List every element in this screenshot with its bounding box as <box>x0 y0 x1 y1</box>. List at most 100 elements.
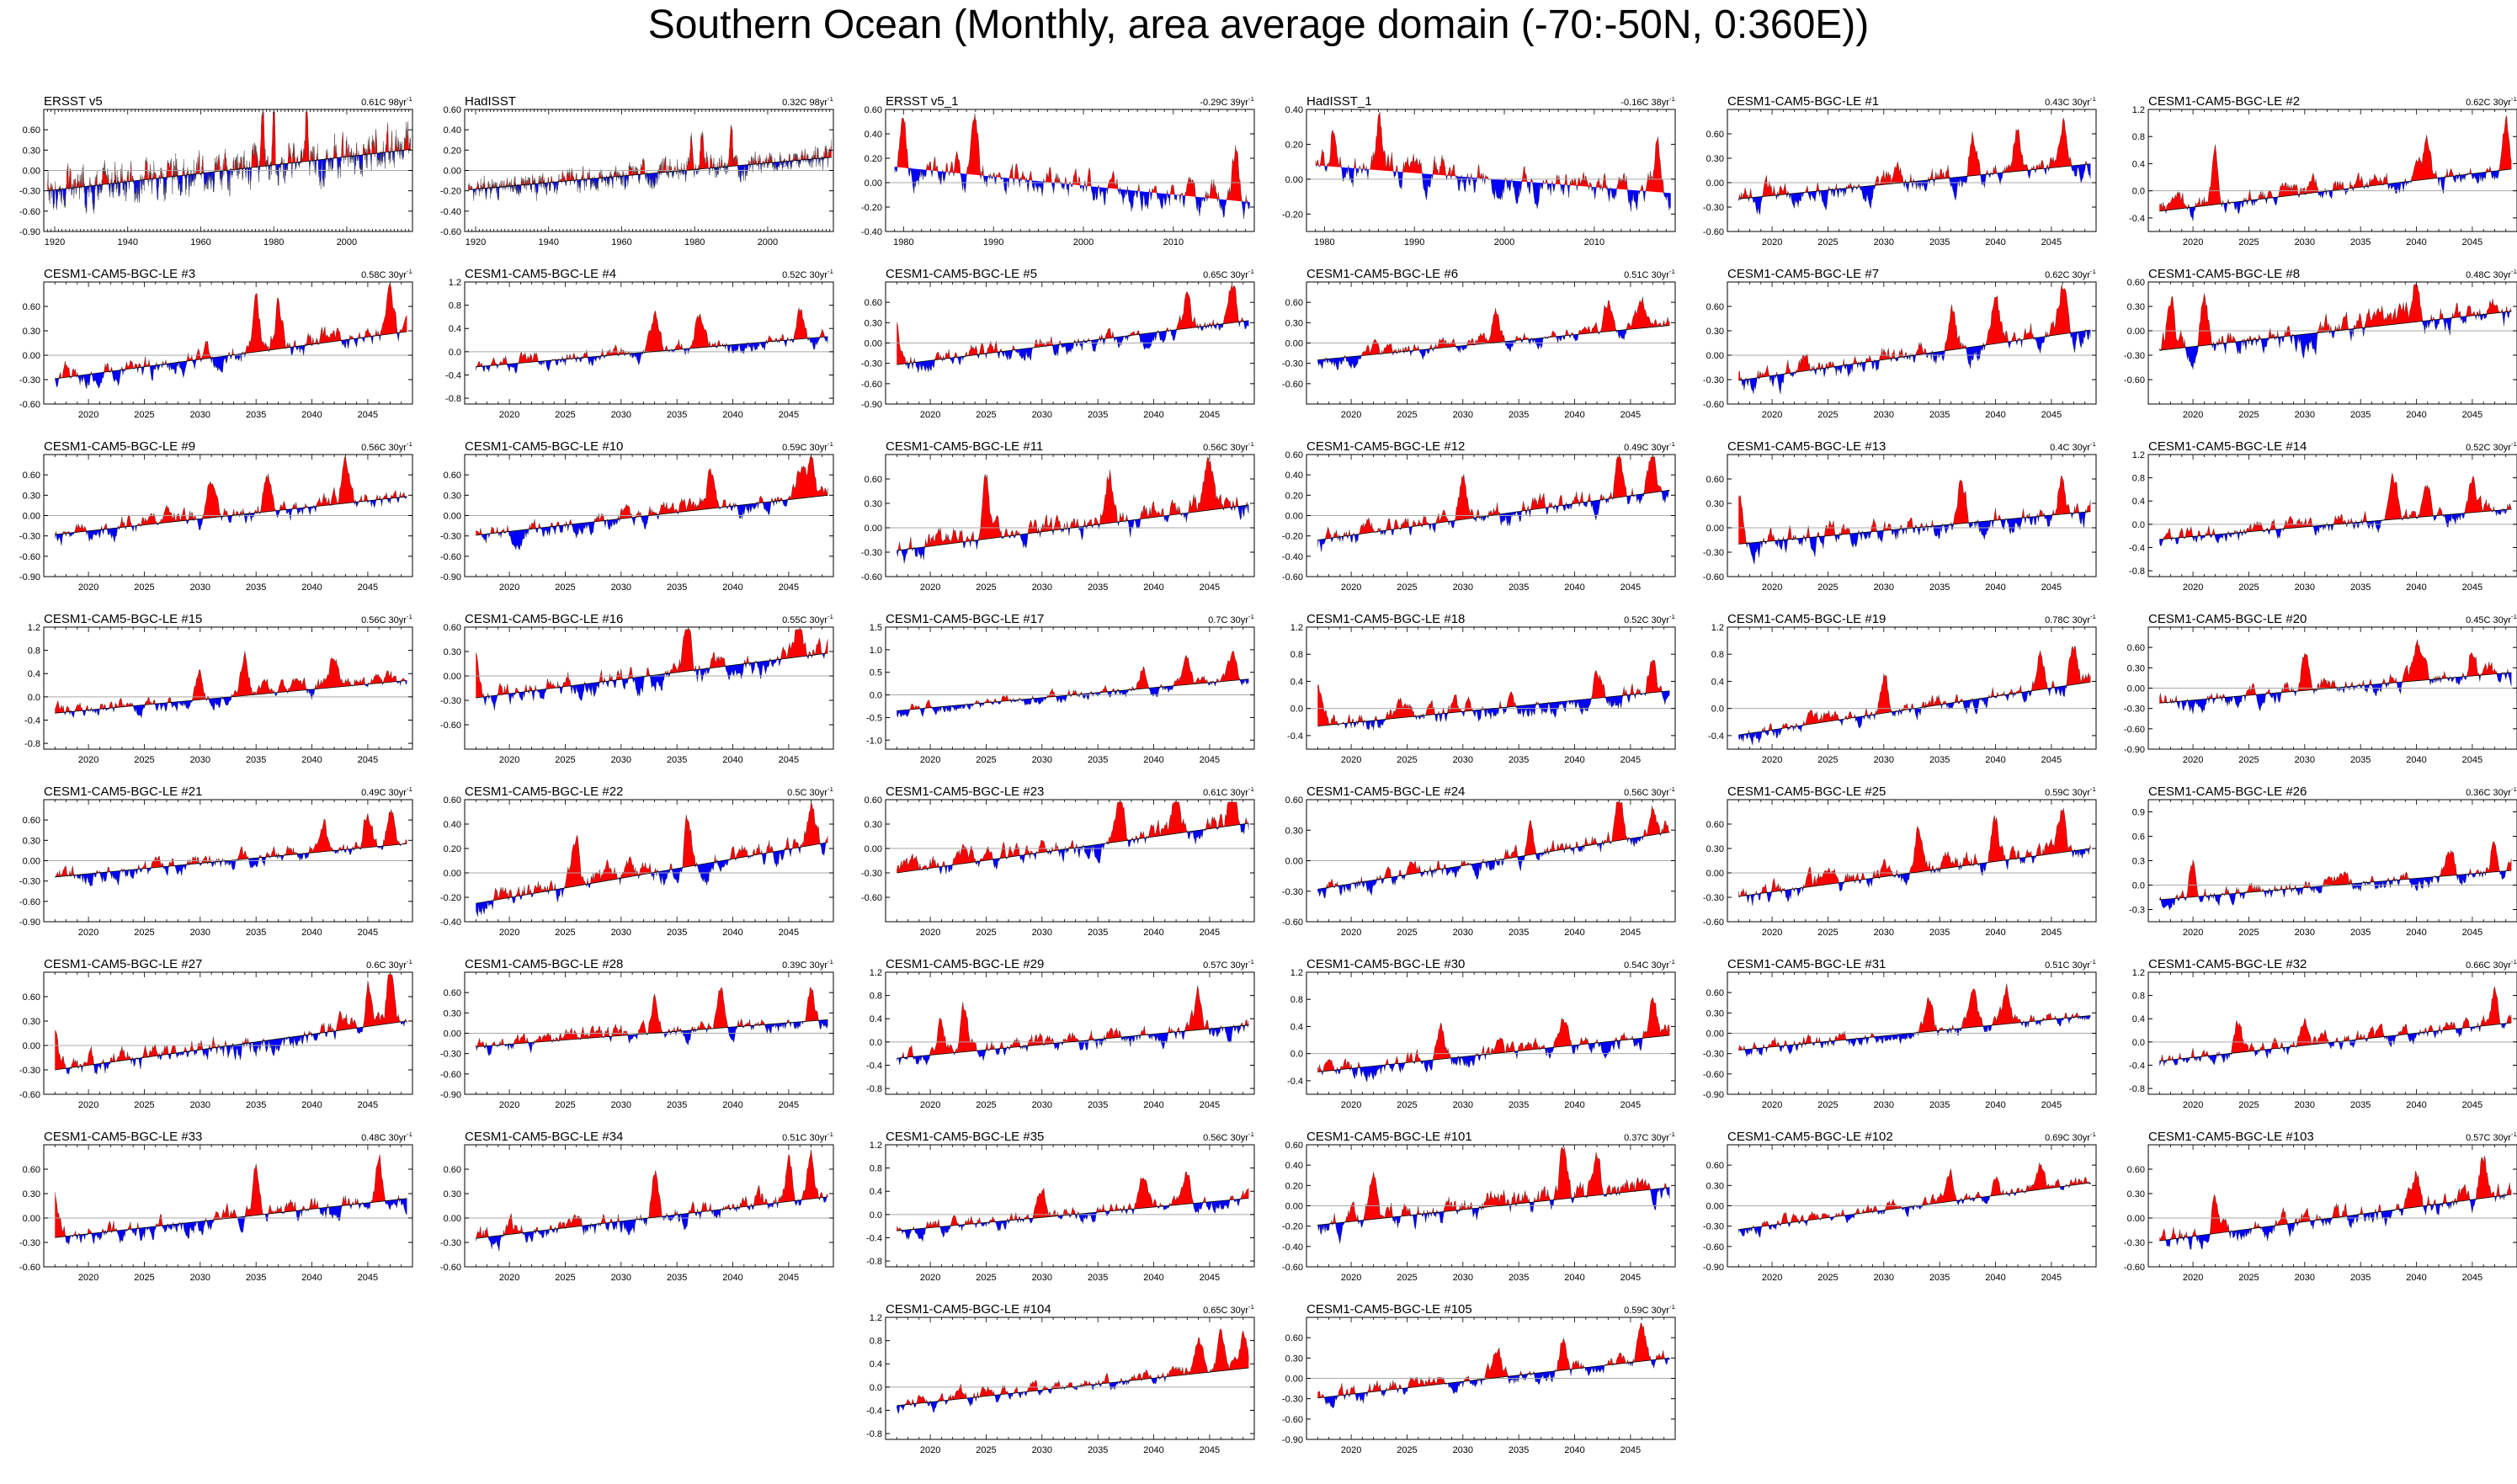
x-tick-label: 2040 <box>1985 237 2005 247</box>
panel-svg: CESM1-CAM5-BGC-LE #33 0.48C 30yr-1 -0.60 -0… <box>19 1132 413 1283</box>
series-line <box>476 801 828 918</box>
x-tick-label: 2045 <box>2462 1273 2482 1283</box>
x-tick-label: 2020 <box>1341 928 1361 938</box>
y-tick-label: 0.8 <box>1290 995 1303 1005</box>
y-tick-label: 0.8 <box>870 1337 882 1347</box>
plot-frame <box>885 971 1255 1095</box>
x-tick-label: 2035 <box>1088 755 1108 765</box>
x-tick-label: 1920 <box>45 237 65 247</box>
trend-line <box>897 822 1249 874</box>
x-tick-label: 2030 <box>611 928 631 938</box>
x-tick-label: 2020 <box>1762 1100 1782 1110</box>
series-line <box>897 456 1249 564</box>
trend-label: 0.45C 30yr-1 <box>2466 614 2517 625</box>
positive-anomaly-area <box>1317 456 1670 540</box>
positive-anomaly-area <box>55 809 407 877</box>
trend-line <box>897 1367 1249 1407</box>
panel-title: CESM1-CAM5-BGC-LE #4 <box>465 269 616 281</box>
y-tick-label: 0.00 <box>23 167 40 177</box>
x-tick-label: 2020 <box>920 928 940 938</box>
positive-anomaly-area <box>2159 284 2512 351</box>
x-tick-label: 2045 <box>2041 582 2062 593</box>
plot-frame <box>2147 1144 2517 1268</box>
trend-line <box>55 1198 407 1238</box>
panel-svg: CESM1-CAM5-BGC-LE #22 0.5C 30yr-1 -0.40 -0.… <box>440 787 834 938</box>
series-group <box>476 987 828 1056</box>
x-tick-label: 2030 <box>1032 410 1052 420</box>
panel-title: CESM1-CAM5-BGC-LE #20 <box>2148 614 2307 626</box>
y-tick-label: -1.0 <box>866 736 882 746</box>
trend-label: 0.32C 98yr-1 <box>782 97 833 108</box>
x-tick-label: 2035 <box>1088 1100 1108 1110</box>
y-tick-label: 0.8 <box>2132 992 2145 1002</box>
x-tick-label: 2030 <box>1453 582 1473 593</box>
y-tick-label: 0.30 <box>444 491 461 501</box>
y-tick-label: -0.8 <box>2129 566 2145 577</box>
series-group <box>55 1154 407 1245</box>
panel-title: CESM1-CAM5-BGC-LE #16 <box>465 614 623 626</box>
panel-title: CESM1-CAM5-BGC-LE #6 <box>1306 269 1458 281</box>
x-tick-label: 2035 <box>1929 410 1950 420</box>
y-tick-label: -0.60 <box>19 1090 40 1100</box>
trend-label: 0.48C 30yr-1 <box>361 1132 412 1143</box>
x-tick-label: 2020 <box>78 582 98 593</box>
y-tick-label: -0.30 <box>19 532 40 542</box>
positive-anomaly-area <box>476 456 828 535</box>
y-tick-label: 0.60 <box>23 992 40 1003</box>
series-line <box>897 284 1249 373</box>
series-line <box>2159 841 2512 912</box>
negative-anomaly-area <box>47 149 411 214</box>
trend-line <box>2159 672 2512 704</box>
x-tick-label: 2020 <box>499 755 519 765</box>
series-group <box>476 456 828 551</box>
chart-panel: CESM1-CAM5-BGC-LE #101 0.37C 30yr-1 -0.60 -… <box>1263 1132 1684 1305</box>
series-group <box>55 284 407 390</box>
panel-svg: ERSST v5_1 -0.29C 39yr-1 -0.40 -0.20 0.00 0.2… <box>861 97 1255 247</box>
y-tick-label: 0.00 <box>1706 1202 1724 1212</box>
positive-anomaly-area <box>897 986 1249 1059</box>
panel-title: HadISST <box>465 97 516 109</box>
panel-title: CESM1-CAM5-BGC-LE #33 <box>44 1132 202 1144</box>
plot-frame <box>885 626 1255 750</box>
y-tick-label: 0.5 <box>870 668 882 678</box>
x-tick-label: 2020 <box>499 1273 519 1283</box>
x-tick-label: 2045 <box>1620 928 1641 938</box>
panel-svg: CESM1-CAM5-BGC-LE #29 0.57C 30yr-1 -0.8 -0.… <box>866 960 1255 1110</box>
x-tick-label: 2035 <box>1509 582 1529 593</box>
x-tick-label: 2030 <box>1453 1273 1473 1283</box>
y-tick-label: -0.90 <box>1703 1090 1724 1100</box>
trend-label: 0.56C 30yr-1 <box>361 442 412 453</box>
x-tick-label: 2020 <box>499 1100 519 1110</box>
panel-svg: CESM1-CAM5-BGC-LE #30 0.54C 30yr-1 -0.4 0.0… <box>1287 960 1676 1110</box>
chart-panel: CESM1-CAM5-BGC-LE #104 0.65C 30yr-1 -0.8 -0… <box>842 1305 1263 1477</box>
negative-anomaly-area <box>2159 508 2512 546</box>
y-tick-label: 0.4 <box>1290 677 1303 687</box>
x-tick-label: 2025 <box>1397 755 1417 765</box>
y-tick-label: 0.40 <box>444 125 461 136</box>
y-tick-label: 0.8 <box>449 301 461 311</box>
y-tick-label: 0.00 <box>23 857 40 867</box>
series-line <box>1317 1322 1670 1408</box>
x-tick-label: 2035 <box>1929 928 1950 938</box>
chart-panel: CESM1-CAM5-BGC-LE #6 0.51C 30yr-1 -0.60 -0.… <box>1263 269 1684 442</box>
panel-title: CESM1-CAM5-BGC-LE #34 <box>465 1132 623 1144</box>
y-tick-label: 0.60 <box>1706 820 1724 830</box>
trend-line <box>1317 489 1670 540</box>
x-tick-label: 2030 <box>190 755 210 765</box>
y-tick-label: 1.5 <box>870 623 882 633</box>
x-tick-label: 2040 <box>1985 410 2005 420</box>
x-tick-label: 2040 <box>301 1273 322 1283</box>
panel-svg: CESM1-CAM5-BGC-LE #26 0.36C 30yr-1 -0.3 0.0… <box>2129 787 2517 938</box>
series-group <box>2159 639 2512 715</box>
y-tick-label: 0.00 <box>865 844 882 854</box>
y-tick-label: 0.3 <box>2132 857 2145 867</box>
y-tick-label: -0.60 <box>19 1263 40 1273</box>
series-group <box>897 650 1249 718</box>
panel-title: CESM1-CAM5-BGC-LE #21 <box>44 787 202 799</box>
chart-panel: CESM1-CAM5-BGC-LE #17 0.7C 30yr-1 -1.0 -0.5… <box>842 614 1263 787</box>
series-group <box>2159 1155 2512 1250</box>
x-tick-label: 2035 <box>246 1100 266 1110</box>
chart-panel: CESM1-CAM5-BGC-LE #28 0.39C 30yr-1 -0.90 -0… <box>421 960 842 1132</box>
trend-label: 0.39C 30yr-1 <box>782 960 833 971</box>
x-tick-label: 2025 <box>1817 582 1838 593</box>
